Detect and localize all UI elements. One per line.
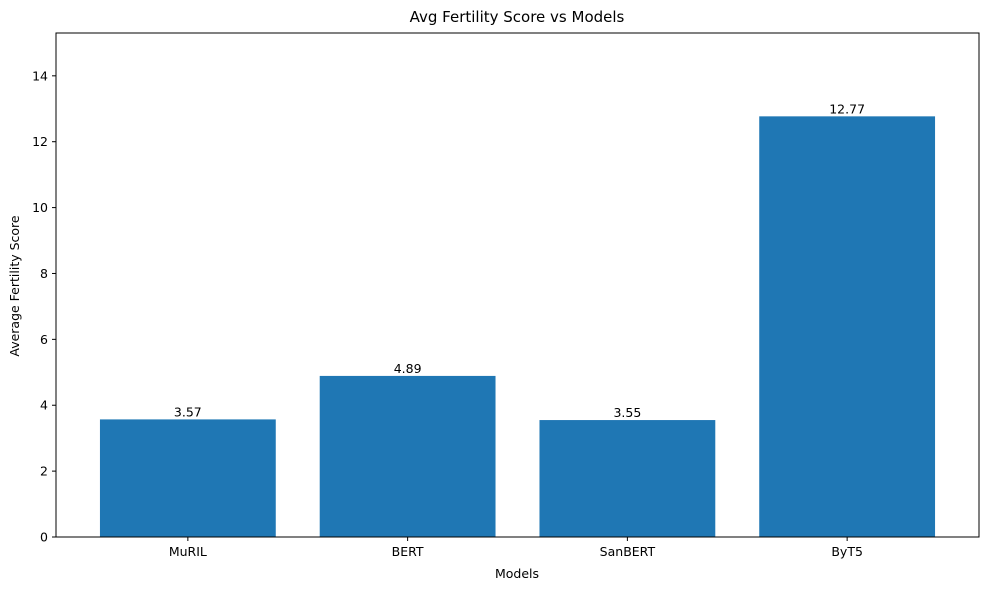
y-tick-label: 8 <box>40 266 48 281</box>
bar-muril <box>99 419 276 537</box>
bars <box>99 116 936 537</box>
data-labels: 3.57 4.89 3.55 12.77 <box>174 101 865 420</box>
y-tick-label: 10 <box>32 200 48 215</box>
x-tick-label: BERT <box>392 544 424 559</box>
data-label-bert: 4.89 <box>394 361 422 376</box>
x-tick-label: SanBERT <box>600 544 656 559</box>
y-tick-label: 4 <box>40 398 48 413</box>
plot-frame <box>55 32 980 538</box>
chart-title: Avg Fertility Score vs Models <box>410 8 625 26</box>
bar-byt5 <box>759 116 936 537</box>
y-tick-label: 12 <box>32 134 48 149</box>
y-tick-label: 6 <box>40 332 48 347</box>
bar-bert <box>319 375 496 537</box>
bar-sanbert <box>539 420 716 537</box>
data-label-sanbert: 3.55 <box>613 405 641 420</box>
x-axis: MuRIL BERT SanBERT ByT5 <box>169 537 863 559</box>
data-label-muril: 3.57 <box>174 404 202 419</box>
y-axis: 0 2 4 6 8 10 12 14 <box>32 68 56 545</box>
y-tick-label: 0 <box>40 530 48 545</box>
data-label-byt5: 12.77 <box>829 101 865 116</box>
x-tick-label: ByT5 <box>831 544 863 559</box>
x-tick-label: MuRIL <box>169 544 207 559</box>
x-axis-label: Models <box>495 566 539 581</box>
y-tick-label: 14 <box>32 68 48 83</box>
y-axis-label: Average Fertility Score <box>7 215 22 357</box>
y-tick-label: 2 <box>40 464 48 479</box>
